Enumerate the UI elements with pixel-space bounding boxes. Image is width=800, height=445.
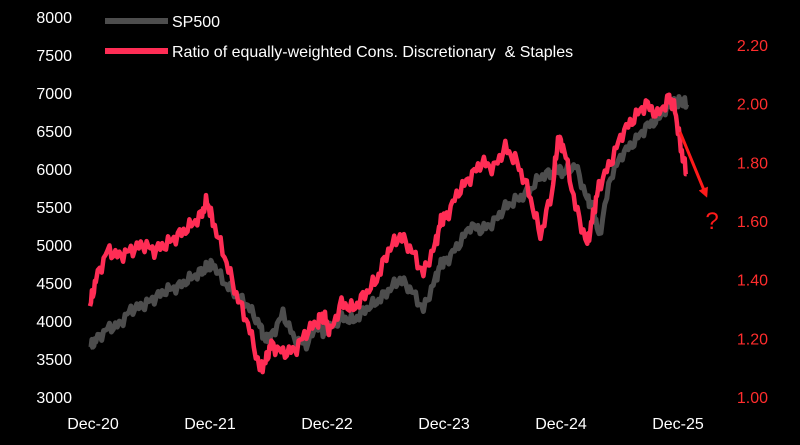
- y-left-tick-label: 4000: [36, 314, 72, 331]
- y-left-tick-label: 4500: [36, 276, 72, 293]
- series-line-ratio: [87, 92, 688, 375]
- y-right-tick-label: 2.00: [737, 97, 768, 114]
- x-tick-label: Dec-24: [535, 416, 587, 433]
- y-left-tick-label: 5500: [36, 200, 72, 217]
- y-right-tick-label: 1.60: [737, 214, 768, 231]
- x-tick-label: Dec-23: [418, 416, 470, 433]
- series-lines: [87, 92, 690, 375]
- legend: SP500 Ratio of equally-weighted Cons. Di…: [105, 14, 573, 61]
- legend-label-sp500: SP500: [172, 14, 220, 31]
- x-tick-label: Dec-22: [301, 416, 353, 433]
- y-left-tick-label: 3500: [36, 352, 72, 369]
- y-right-tick-label: 1.20: [737, 331, 768, 348]
- y-right-tick-label: 1.40: [737, 273, 768, 290]
- axes: 3000 3500 4000 4500 5000 5500 6000 6500 7000 7500…: [36, 10, 768, 433]
- x-tick-label: Dec-20: [67, 416, 119, 433]
- y-left-tick-label: 6500: [36, 124, 72, 141]
- y-left-tick-label: 5000: [36, 238, 72, 255]
- y-left-tick-label: 7500: [36, 48, 72, 65]
- y-right-tick-label: 1.80: [737, 155, 768, 172]
- legend-label-ratio: Ratio of equally-weighted Cons. Discreti…: [172, 44, 573, 61]
- annotation-question-mark: ?: [705, 208, 718, 235]
- annotations: ?: [678, 131, 719, 235]
- y-left-tick-label: 7000: [36, 86, 72, 103]
- x-tick-label: Dec-21: [184, 416, 236, 433]
- x-tick-label: Dec-25: [652, 416, 704, 433]
- y-left-tick-label: 6000: [36, 162, 72, 179]
- y-right-tick-label: 1.00: [737, 390, 768, 407]
- y-right-tick-label: 2.20: [737, 38, 768, 55]
- annotation-arrow: [678, 131, 708, 198]
- y-left-tick-label: 8000: [36, 10, 72, 27]
- y-left-tick-label: 3000: [36, 390, 72, 407]
